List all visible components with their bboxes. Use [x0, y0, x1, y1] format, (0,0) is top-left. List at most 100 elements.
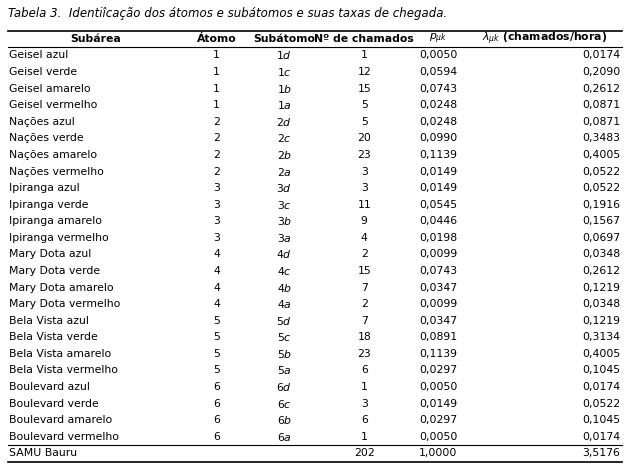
- Text: 4$a$: 4$a$: [277, 298, 292, 310]
- Text: 0,0545: 0,0545: [419, 200, 457, 210]
- Text: Boulevard azul: Boulevard azul: [9, 382, 90, 392]
- Text: Tabela 3.  Identiîcação dos átomos e subátomos e suas taxas de chegada.: Tabela 3. Identiîcação dos átomos e subá…: [8, 7, 447, 20]
- Text: 0,1045: 0,1045: [582, 365, 621, 375]
- Text: 6: 6: [213, 415, 220, 425]
- Text: 5: 5: [213, 349, 220, 359]
- Text: Nações azul: Nações azul: [9, 117, 75, 127]
- Text: 6: 6: [361, 415, 368, 425]
- Text: 23: 23: [357, 150, 371, 160]
- Text: 0,0522: 0,0522: [582, 167, 621, 177]
- Text: Bela Vista vermelho: Bela Vista vermelho: [9, 365, 118, 375]
- Text: 4$d$: 4$d$: [277, 248, 292, 260]
- Text: 1: 1: [361, 432, 368, 442]
- Text: 7: 7: [361, 316, 368, 325]
- Text: Nº de chamados: Nº de chamados: [314, 34, 414, 44]
- Text: 0,0594: 0,0594: [419, 67, 457, 77]
- Text: 15: 15: [357, 266, 371, 276]
- Text: 15: 15: [357, 84, 371, 94]
- Text: Geisel amarelo: Geisel amarelo: [9, 84, 91, 94]
- Text: 0,1219: 0,1219: [583, 283, 621, 292]
- Text: 0,0174: 0,0174: [582, 382, 621, 392]
- Text: 1$b$: 1$b$: [277, 82, 292, 95]
- Text: Nações vermelho: Nações vermelho: [9, 167, 105, 177]
- Text: Mary Dota vermelho: Mary Dota vermelho: [9, 299, 121, 309]
- Text: 5: 5: [213, 365, 220, 375]
- Text: 2: 2: [213, 133, 220, 143]
- Text: 6: 6: [361, 365, 368, 375]
- Text: 3: 3: [213, 216, 220, 226]
- Text: 4: 4: [213, 266, 220, 276]
- Text: Subárea: Subárea: [70, 34, 120, 44]
- Text: 0,1916: 0,1916: [583, 200, 621, 210]
- Text: Mary Dota amarelo: Mary Dota amarelo: [9, 283, 114, 292]
- Text: 0,0871: 0,0871: [582, 100, 621, 110]
- Text: Boulevard amarelo: Boulevard amarelo: [9, 415, 113, 425]
- Text: 3: 3: [213, 183, 220, 193]
- Text: Bela Vista amarelo: Bela Vista amarelo: [9, 349, 112, 359]
- Text: 6: 6: [213, 398, 220, 408]
- Text: 4: 4: [213, 249, 220, 260]
- Text: 5$b$: 5$b$: [277, 348, 292, 360]
- Text: 2$d$: 2$d$: [277, 116, 292, 128]
- Text: 0,0050: 0,0050: [419, 50, 457, 60]
- Text: 1: 1: [213, 50, 220, 60]
- Text: 0,0248: 0,0248: [419, 100, 457, 110]
- Text: 3: 3: [361, 167, 368, 177]
- Text: 2: 2: [213, 167, 220, 177]
- Text: 1: 1: [213, 84, 220, 94]
- Text: Subátomo: Subátomo: [253, 34, 315, 44]
- Text: 3: 3: [361, 398, 368, 408]
- Text: 1: 1: [213, 67, 220, 77]
- Text: 5: 5: [361, 117, 368, 127]
- Text: 0,0743: 0,0743: [419, 84, 457, 94]
- Text: 1: 1: [361, 50, 368, 60]
- Text: 3: 3: [213, 233, 220, 243]
- Text: 202: 202: [354, 448, 375, 458]
- Text: Bela Vista verde: Bela Vista verde: [9, 332, 98, 342]
- Text: 0,0248: 0,0248: [419, 117, 457, 127]
- Text: 0,0347: 0,0347: [419, 283, 457, 292]
- Text: 7: 7: [361, 283, 368, 292]
- Text: $p_{\mu k}$: $p_{\mu k}$: [429, 32, 447, 46]
- Text: 5: 5: [213, 316, 220, 325]
- Text: 2: 2: [361, 299, 368, 309]
- Text: 0,0174: 0,0174: [582, 432, 621, 442]
- Text: 0,1139: 0,1139: [419, 349, 457, 359]
- Text: 3$c$: 3$c$: [277, 199, 292, 211]
- Text: Ipiranga amarelo: Ipiranga amarelo: [9, 216, 103, 226]
- Text: 0,4005: 0,4005: [582, 150, 621, 160]
- Text: 0,1567: 0,1567: [583, 216, 621, 226]
- Text: 3,5176: 3,5176: [583, 448, 621, 458]
- Text: Átomo: Átomo: [197, 34, 236, 44]
- Text: 0,0174: 0,0174: [582, 50, 621, 60]
- Text: 0,3134: 0,3134: [583, 332, 621, 342]
- Text: 0,0149: 0,0149: [419, 183, 457, 193]
- Text: 0,0522: 0,0522: [582, 183, 621, 193]
- Text: 3$a$: 3$a$: [277, 232, 292, 244]
- Text: 0,3483: 0,3483: [583, 133, 621, 143]
- Text: Ipiranga verde: Ipiranga verde: [9, 200, 89, 210]
- Text: Ipiranga azul: Ipiranga azul: [9, 183, 80, 193]
- Text: 0,0149: 0,0149: [419, 167, 457, 177]
- Text: 0,1045: 0,1045: [582, 415, 621, 425]
- Text: Nações amarelo: Nações amarelo: [9, 150, 98, 160]
- Text: Ipiranga vermelho: Ipiranga vermelho: [9, 233, 109, 243]
- Text: 0,0297: 0,0297: [419, 415, 457, 425]
- Text: 0,0348: 0,0348: [582, 249, 621, 260]
- Text: Mary Dota azul: Mary Dota azul: [9, 249, 92, 260]
- Text: 4$b$: 4$b$: [277, 282, 292, 293]
- Text: 5$d$: 5$d$: [277, 315, 292, 327]
- Text: Nações verde: Nações verde: [9, 133, 84, 143]
- Text: 0,0697: 0,0697: [582, 233, 621, 243]
- Text: Geisel vermelho: Geisel vermelho: [9, 100, 98, 110]
- Text: 4: 4: [213, 283, 220, 292]
- Text: 3: 3: [361, 183, 368, 193]
- Text: 1,0000: 1,0000: [419, 448, 457, 458]
- Text: 20: 20: [357, 133, 371, 143]
- Text: 0,0871: 0,0871: [582, 117, 621, 127]
- Text: 0,0348: 0,0348: [582, 299, 621, 309]
- Text: $\lambda_{\mu k}$ (chamados/hora): $\lambda_{\mu k}$ (chamados/hora): [481, 31, 607, 47]
- Text: 1$d$: 1$d$: [277, 49, 292, 62]
- Text: 0,0743: 0,0743: [419, 266, 457, 276]
- Text: 2$c$: 2$c$: [277, 132, 292, 144]
